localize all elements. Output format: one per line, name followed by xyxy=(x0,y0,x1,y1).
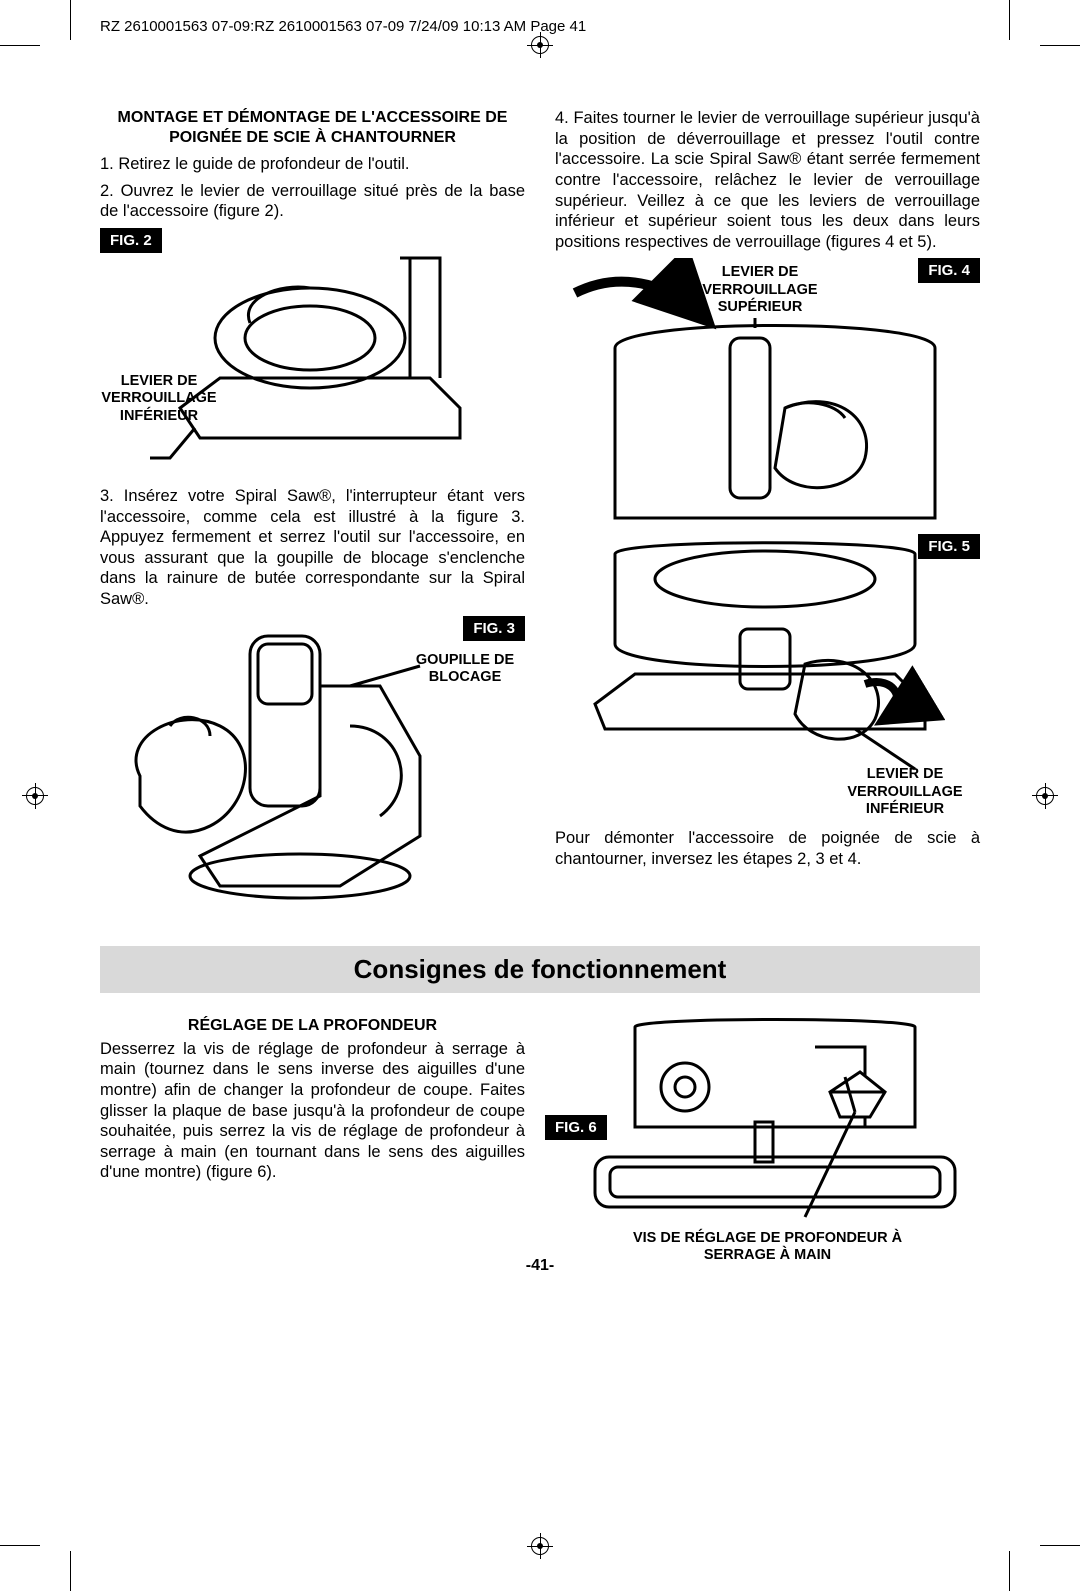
fig2-illustration-icon xyxy=(100,228,520,478)
content-area: MONTAGE ET DÉMONTAGE DE L'ACCESSOIRE DE … xyxy=(100,108,980,1275)
closing-text: Pour démonter l'accessoire de poignée de… xyxy=(555,828,980,869)
crop-mark xyxy=(70,1551,71,1591)
step-1-text: 1. Retirez le guide de profondeur de l'o… xyxy=(100,154,525,175)
crop-mark xyxy=(1040,1545,1080,1546)
figure-5: FIG. 5 xyxy=(555,534,980,814)
print-slug: RZ 2610001563 07-09:RZ 2610001563 07-09 … xyxy=(100,18,586,35)
section-banner: Consignes de fonctionnement xyxy=(100,946,980,993)
section2-body: Desserrez la vis de réglage de profondeu… xyxy=(100,1039,525,1183)
right-column: 4. Faites tourner le levier de verrouill… xyxy=(555,108,980,916)
step-2-text: 2. Ouvrez le levier de verrouillage situ… xyxy=(100,181,525,222)
fig5-callout: LEVIER DE VERROUILLAGE INFÉRIEUR xyxy=(830,766,980,818)
lower-right-column: FIG. 6 xyxy=(555,1017,980,1247)
registration-mark-icon xyxy=(531,1537,549,1555)
lower-columns: RÉGLAGE DE LA PROFONDEUR Desserrez la vi… xyxy=(100,1017,980,1247)
fig3-illustration-icon xyxy=(100,616,520,916)
left-column: MONTAGE ET DÉMONTAGE DE L'ACCESSOIRE DE … xyxy=(100,108,525,916)
section2-heading: RÉGLAGE DE LA PROFONDEUR xyxy=(100,1017,525,1035)
crop-mark xyxy=(1040,45,1080,46)
lower-left-column: RÉGLAGE DE LA PROFONDEUR Desserrez la vi… xyxy=(100,1017,525,1247)
step-4-text: 4. Faites tourner le levier de verrouill… xyxy=(555,108,980,252)
page-root: RZ 2610001563 07-09:RZ 2610001563 07-09 … xyxy=(0,0,1080,1591)
figure-3: FIG. 3 GOUPILLE DE BLOCAGE xyxy=(100,616,525,916)
upper-columns: MONTAGE ET DÉMONTAGE DE L'ACCESSOIRE DE … xyxy=(100,108,980,916)
figure-6: FIG. 6 xyxy=(555,1017,980,1247)
registration-mark-icon xyxy=(1036,787,1054,805)
section1-heading: MONTAGE ET DÉMONTAGE DE L'ACCESSOIRE DE … xyxy=(100,108,525,148)
registration-mark-icon xyxy=(26,787,44,805)
fig6-illustration-icon xyxy=(555,1017,975,1227)
registration-mark-icon xyxy=(531,36,549,54)
crop-mark xyxy=(1009,1551,1010,1591)
figure-4: FIG. 4 LEVIER DE VERROUILLAGE SUPÉRIEUR xyxy=(555,258,980,528)
fig2-callout: LEVIER DE VERROUILLAGE INFÉRIEUR xyxy=(94,373,224,425)
crop-mark xyxy=(70,0,71,40)
crop-mark xyxy=(0,45,40,46)
fig4-illustration-icon xyxy=(555,258,975,528)
figure-2: FIG. 2 LEVIER DE VERROUILLAGE INFÉRIE xyxy=(100,228,525,478)
crop-mark xyxy=(0,1545,40,1546)
fig6-callout: VIS DE RÉGLAGE DE PROFONDEUR À SERRAGE À… xyxy=(608,1230,928,1265)
step-3-text: 3. Insérez votre Spiral Saw®, l'interrup… xyxy=(100,486,525,610)
crop-mark xyxy=(1009,0,1010,40)
